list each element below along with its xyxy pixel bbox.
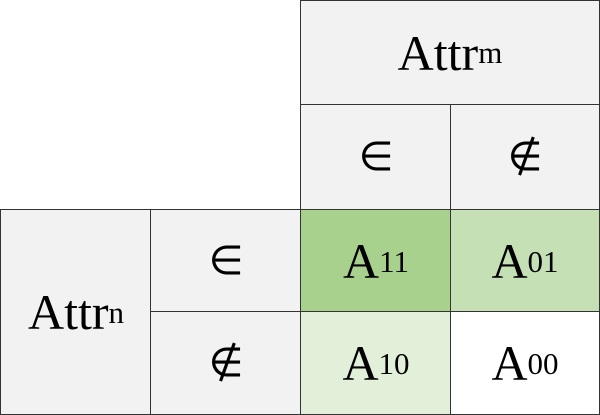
row-header-sub: n [108, 294, 125, 330]
row-symbol-element-of: ∈ [150, 209, 302, 313]
column-header-attr-m: Attr m [300, 0, 600, 105]
row-header-base: Attr [27, 284, 109, 340]
row-symbol-not-element-of: ∉ [150, 311, 302, 415]
column-header-sub: m [478, 35, 503, 70]
cell-a10: A 10 [300, 311, 452, 415]
row-header-attr-n: Attr n [0, 209, 152, 415]
cell-a01: A 01 [450, 209, 600, 313]
column-symbol-not-element-of: ∉ [450, 104, 600, 210]
cell-a00: A 00 [450, 311, 600, 415]
column-symbol-element-of: ∈ [300, 104, 452, 210]
cell-a11: A 11 [300, 209, 452, 313]
column-header-base: Attr [397, 24, 479, 81]
